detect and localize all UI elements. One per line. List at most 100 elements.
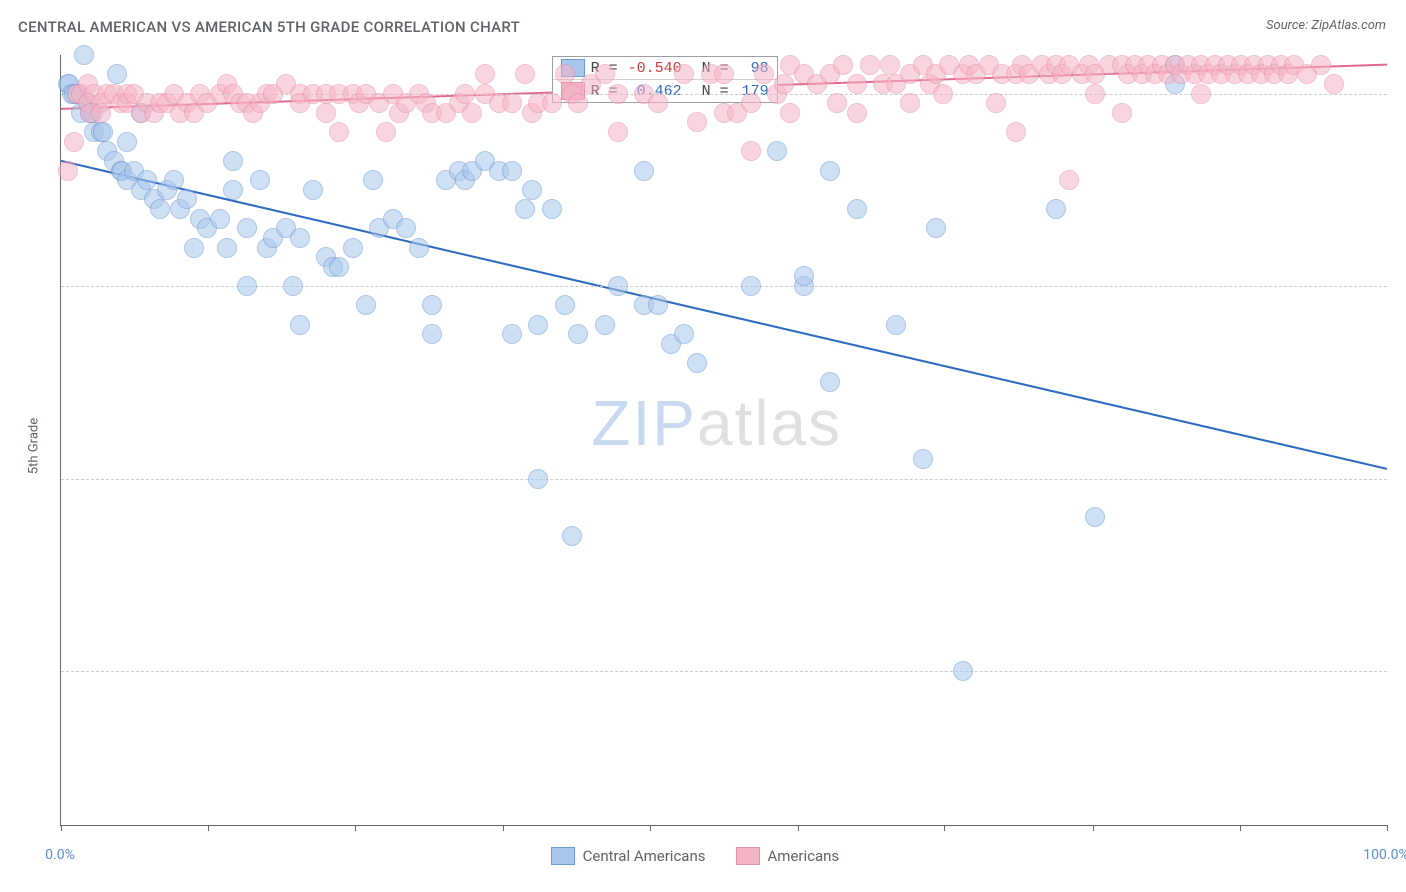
data-point — [117, 132, 137, 152]
x-tick — [650, 825, 651, 831]
legend-item: Central Americans — [551, 847, 706, 865]
plot-area: ZIPatlas R =-0.540N =98R = 0.462N =179 7… — [60, 55, 1387, 826]
data-point — [422, 324, 442, 344]
data-point — [515, 199, 535, 219]
data-point — [794, 266, 814, 286]
data-point — [568, 324, 588, 344]
data-point — [250, 170, 270, 190]
data-point — [860, 55, 880, 75]
data-point — [303, 180, 323, 200]
data-point — [184, 238, 204, 258]
data-point — [780, 103, 800, 123]
data-point — [774, 74, 794, 94]
legend-item: Americans — [736, 847, 840, 865]
data-point — [847, 199, 867, 219]
trend-line — [61, 161, 1387, 469]
data-point — [687, 353, 707, 373]
watermark: ZIPatlas — [591, 386, 842, 460]
data-point — [363, 170, 383, 190]
data-point — [608, 276, 628, 296]
data-point — [409, 238, 429, 258]
legend-swatch — [551, 847, 575, 865]
data-point — [150, 199, 170, 219]
data-point — [462, 103, 482, 123]
x-tick — [1240, 825, 1241, 831]
x-tick — [61, 825, 62, 831]
data-point — [290, 315, 310, 335]
data-point — [913, 449, 933, 469]
data-point — [555, 295, 575, 315]
data-point — [137, 170, 157, 190]
data-point — [595, 64, 615, 84]
data-point — [886, 315, 906, 335]
y-tick-label: 80.0% — [1397, 471, 1406, 487]
data-point — [502, 324, 522, 344]
data-point — [107, 64, 127, 84]
data-point — [290, 228, 310, 248]
data-point — [475, 64, 495, 84]
chart-container: CENTRAL AMERICAN VS AMERICAN 5TH GRADE C… — [0, 0, 1406, 892]
data-point — [91, 103, 111, 123]
data-point — [210, 209, 230, 229]
data-point — [1046, 199, 1066, 219]
data-point — [568, 93, 588, 113]
data-point — [396, 218, 416, 238]
data-point — [880, 55, 900, 75]
n-label: N = — [702, 83, 729, 100]
gridline — [61, 479, 1387, 480]
data-point — [595, 315, 615, 335]
data-point — [608, 122, 628, 142]
data-point — [634, 161, 654, 181]
data-point — [455, 84, 475, 104]
watermark-suffix: atlas — [697, 387, 842, 459]
data-point — [953, 661, 973, 681]
data-point — [847, 103, 867, 123]
x-tick — [355, 825, 356, 831]
data-point — [528, 469, 548, 489]
x-tick — [1093, 825, 1094, 831]
data-point — [177, 189, 197, 209]
data-point — [502, 161, 522, 181]
legend-label: Americans — [768, 847, 840, 865]
data-point — [900, 93, 920, 113]
data-point — [1324, 74, 1344, 94]
data-point — [833, 55, 853, 75]
data-point — [741, 276, 761, 296]
data-point — [741, 93, 761, 113]
y-tick-label: 100.0% — [1397, 86, 1406, 102]
data-point — [555, 64, 575, 84]
gridline — [61, 671, 1387, 672]
data-point — [648, 295, 668, 315]
data-point — [343, 238, 363, 258]
data-point — [827, 93, 847, 113]
data-point — [562, 526, 582, 546]
data-point — [217, 238, 237, 258]
x-tick — [944, 825, 945, 831]
x-tick — [208, 825, 209, 831]
data-point — [986, 93, 1006, 113]
data-point — [1085, 507, 1105, 527]
data-point — [542, 199, 562, 219]
data-point — [164, 170, 184, 190]
data-point — [1191, 84, 1211, 104]
data-point — [608, 84, 628, 104]
data-point — [847, 74, 867, 94]
data-point — [687, 112, 707, 132]
y-axis-label: 5th Grade — [27, 418, 42, 474]
data-point — [237, 218, 257, 238]
data-point — [1006, 122, 1026, 142]
data-point — [422, 295, 442, 315]
data-point — [542, 93, 562, 113]
x-tick — [798, 825, 799, 831]
data-point — [648, 93, 668, 113]
y-tick-label: 90.0% — [1397, 278, 1406, 294]
data-point — [926, 218, 946, 238]
data-point — [1112, 103, 1132, 123]
data-point — [283, 276, 303, 296]
data-point — [767, 141, 787, 161]
x-tick — [503, 825, 504, 831]
data-point — [223, 180, 243, 200]
data-point — [58, 161, 78, 181]
data-point — [223, 151, 243, 171]
data-point — [329, 122, 349, 142]
